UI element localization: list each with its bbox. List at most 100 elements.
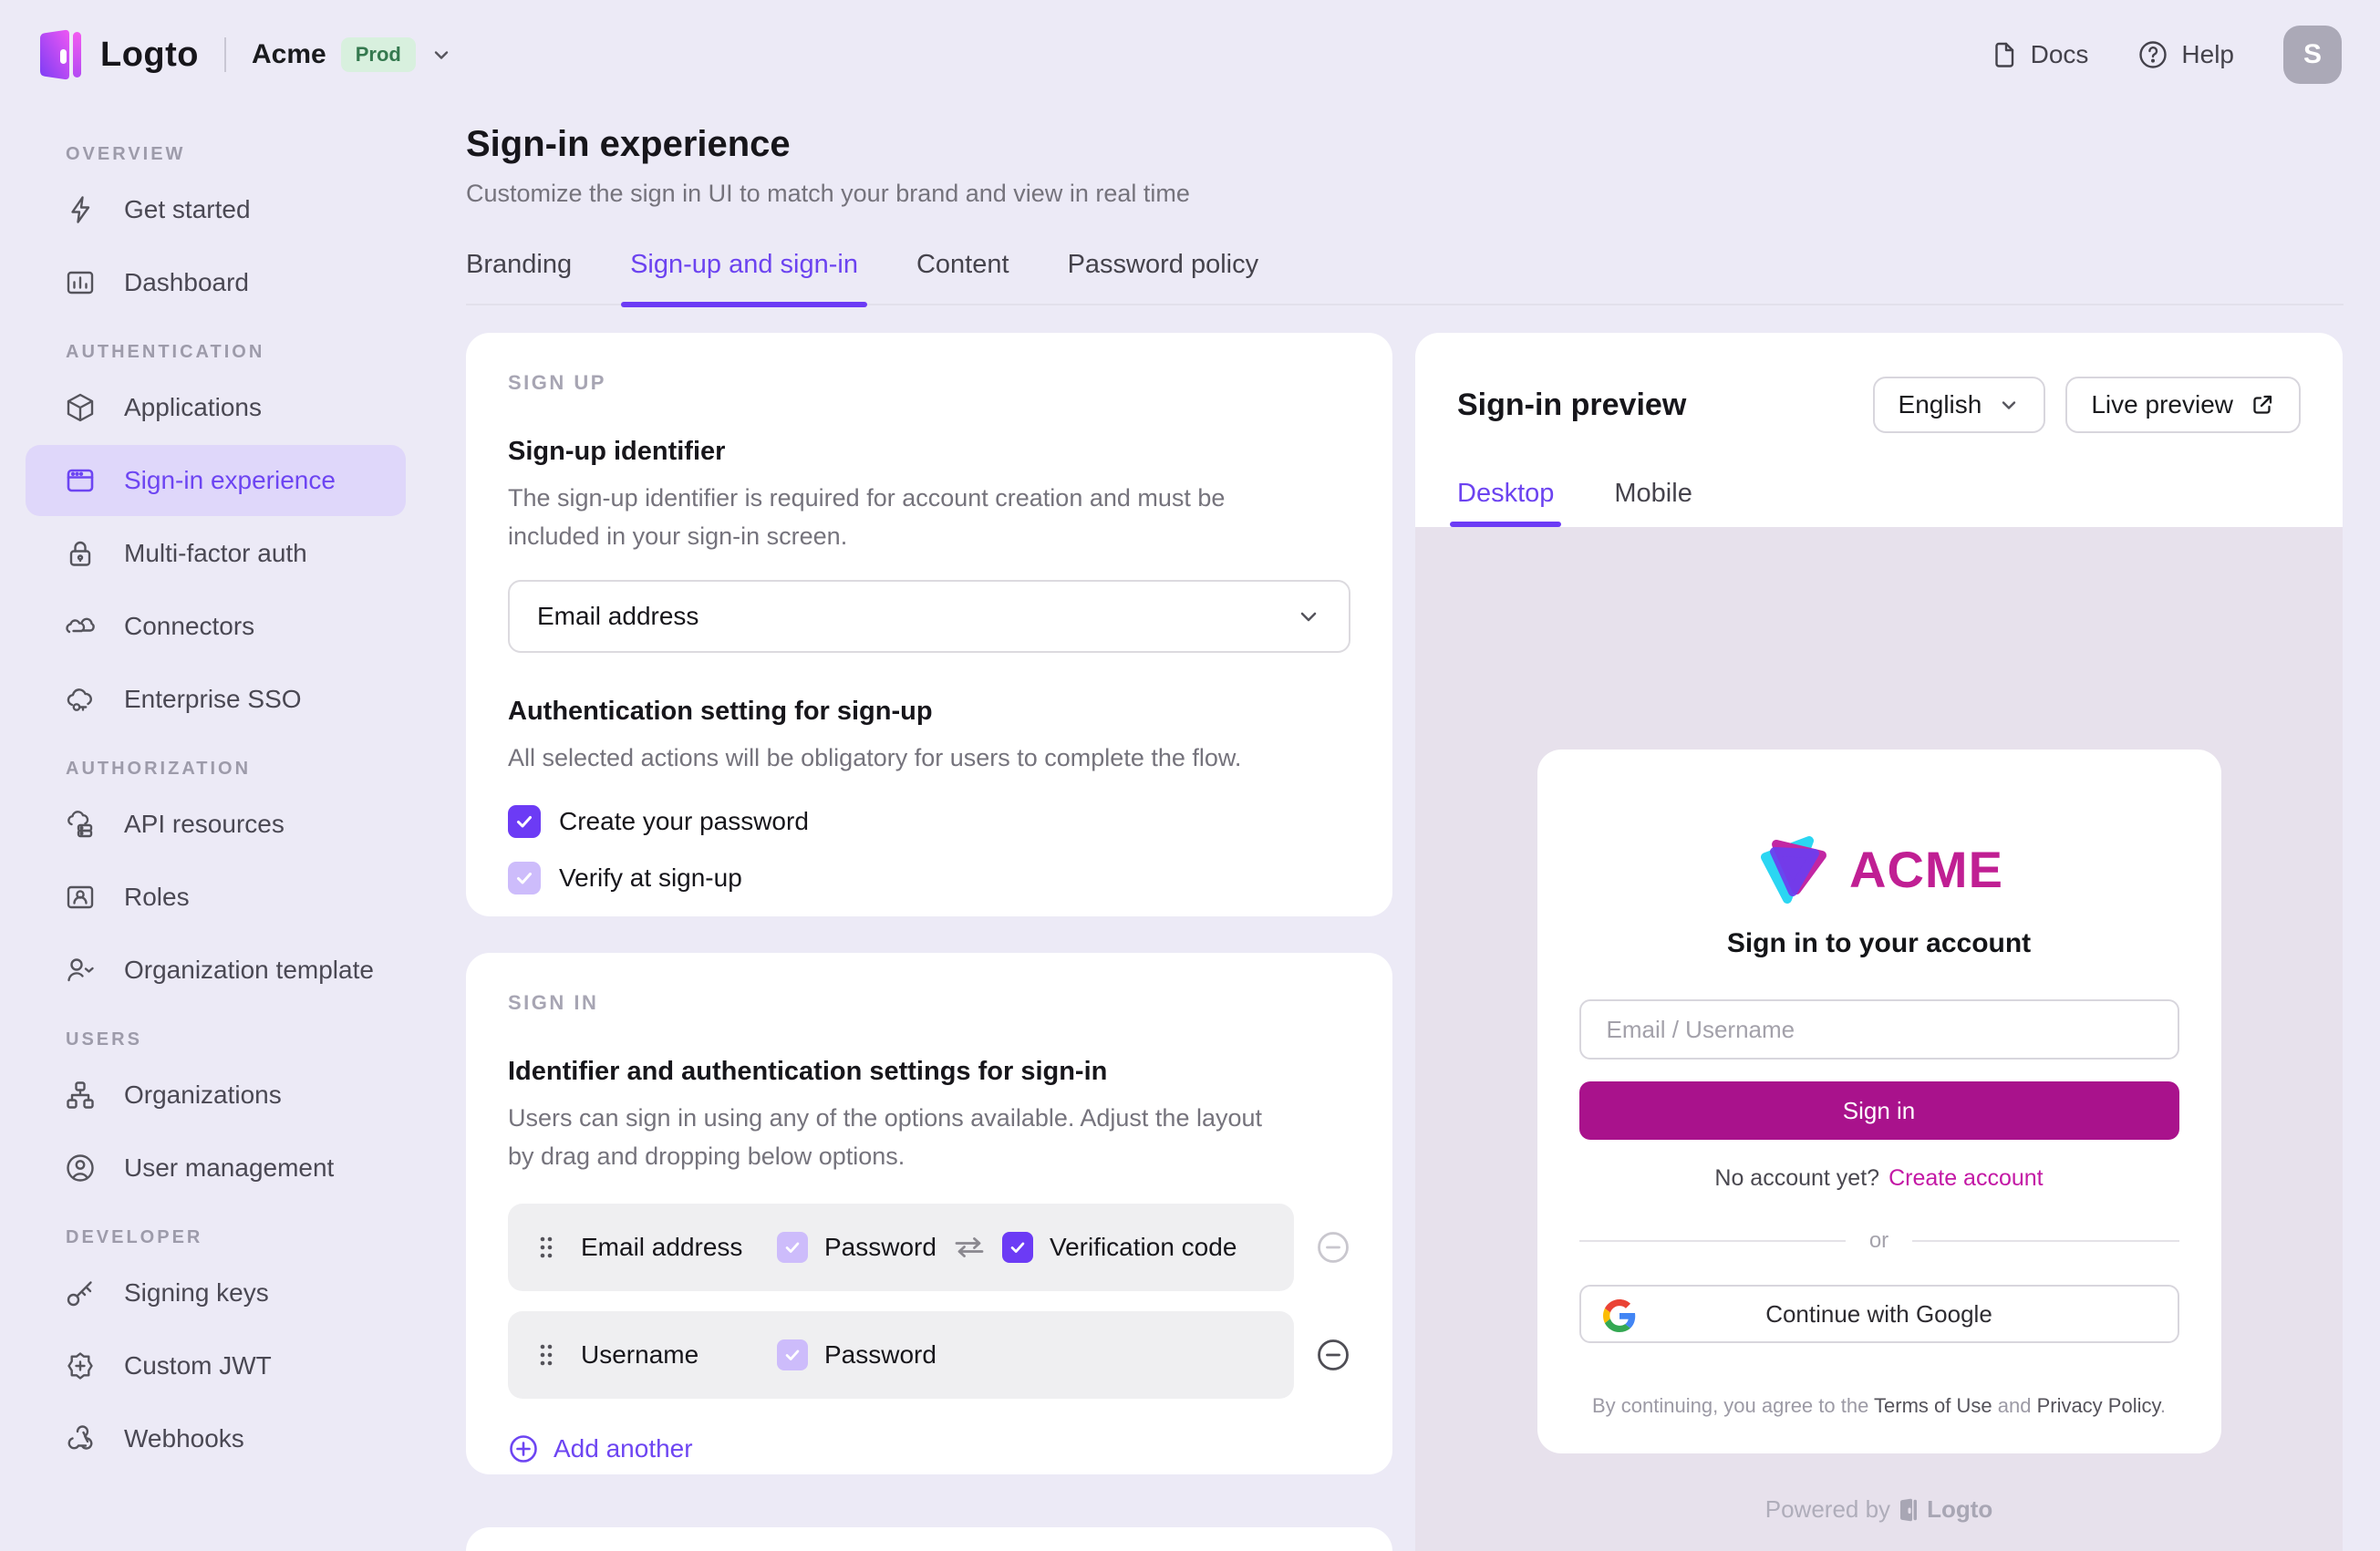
factor-verification-code[interactable]: Verification code: [1001, 1231, 1237, 1263]
continue-with-google-button[interactable]: Continue with Google: [1578, 1285, 2179, 1343]
sidebar-item-connectors[interactable]: Connectors: [26, 591, 406, 662]
sidebar-item-label: Sign-in experience: [124, 466, 336, 494]
sign-in-section-label: SIGN IN: [508, 991, 599, 1014]
sidebar-item-get-started[interactable]: Get started: [26, 174, 406, 245]
identifier-row-username: Username Password: [508, 1310, 1350, 1399]
terms-line: By continuing, you agree to the Terms of…: [1579, 1394, 2179, 1418]
language-select[interactable]: English: [1872, 377, 2046, 433]
sidebar-item-organization-template[interactable]: Organization template: [26, 935, 406, 1006]
page-title: Sign-in experience: [466, 124, 791, 164]
preview-tabs: Desktop Mobile: [1449, 479, 2301, 527]
acme-wordmark: ACME: [1849, 840, 2003, 898]
cloud-key-icon: [64, 683, 97, 716]
token-icon: [64, 1349, 97, 1382]
checkbox-label: Verify at sign-up: [559, 863, 742, 892]
sidebar-item-sign-in-experience[interactable]: Sign-in experience: [26, 445, 406, 516]
sidebar-section-authentication: AUTHENTICATION: [66, 342, 265, 362]
language-value: English: [1898, 390, 1982, 419]
sidebar-item-webhooks[interactable]: Webhooks: [26, 1403, 406, 1474]
page-subtitle: Customize the sign in UI to match your b…: [466, 180, 1190, 207]
sidebar-item-signing-keys[interactable]: Signing keys: [26, 1257, 406, 1329]
docs-button[interactable]: Docs: [1989, 40, 2088, 69]
logto-wordmark: Logto: [100, 35, 200, 74]
factor-password[interactable]: Password: [777, 1231, 936, 1263]
sign-up-section-label: SIGN UP: [508, 371, 606, 394]
checkbox-create-your-password[interactable]: Create your password: [508, 804, 1350, 838]
webhook-icon: [64, 1422, 97, 1455]
user-avatar[interactable]: S: [2283, 26, 2342, 84]
person-check-icon: [64, 954, 97, 987]
id-card-icon: [64, 881, 97, 914]
env-badge: Prod: [340, 37, 416, 72]
user-circle-icon: [64, 1152, 97, 1184]
connectors-icon: [64, 610, 97, 643]
settings-column: SIGN UP Sign-up identifier The sign-up i…: [466, 333, 1392, 1551]
sign-in-desc: Users can sign in using any of the optio…: [508, 1104, 1263, 1170]
tab-branding[interactable]: Branding: [466, 250, 573, 279]
terms-text: By continuing, you agree to the: [1592, 1394, 1875, 1417]
identifier-name: Username: [581, 1339, 699, 1369]
sign-in-heading: Identifier and authentication settings f…: [508, 1057, 1108, 1086]
checkbox-checked-disabled-icon: [777, 1339, 808, 1370]
sidebar-item-label: Dashboard: [124, 268, 249, 296]
remove-row-button[interactable]: [1316, 1338, 1350, 1372]
chevron-down-icon: [430, 44, 452, 66]
sidebar: OVERVIEW Get started Dashboard AUTHENTIC…: [0, 109, 460, 1476]
sidebar-item-dashboard[interactable]: Dashboard: [26, 247, 406, 318]
sidebar-item-label: Custom JWT: [124, 1351, 272, 1380]
tab-content[interactable]: Content: [916, 250, 1009, 279]
sign-up-identifier-select[interactable]: Email address: [508, 579, 1350, 653]
sidebar-item-label: Signing keys: [124, 1278, 269, 1307]
live-preview-label: Live preview: [2091, 390, 2233, 419]
tab-desktop[interactable]: Desktop: [1449, 479, 1562, 527]
live-preview-button[interactable]: Live preview: [2065, 377, 2301, 433]
checkbox-label: Create your password: [559, 806, 809, 835]
no-account-line: No account yet? Create account: [1579, 1165, 2179, 1192]
tab-mobile[interactable]: Mobile: [1614, 479, 1692, 508]
tab-sign-up-and-sign-in[interactable]: Sign-up and sign-in: [621, 250, 867, 307]
sidebar-item-label: Organization template: [124, 956, 374, 984]
drag-handle-icon[interactable]: [539, 1236, 554, 1259]
plus-circle-icon: [508, 1433, 539, 1464]
checkbox-checked-icon: [1001, 1231, 1033, 1263]
login-preview-card: ACME Sign in to your account Sign in No …: [1537, 750, 2221, 1453]
help-button[interactable]: Help: [2137, 39, 2234, 70]
identifier-row[interactable]: Email address Password: [508, 1203, 1294, 1291]
topbar-divider: [224, 37, 227, 72]
sidebar-item-label: API resources: [124, 810, 285, 838]
sign-up-auth-title: Authentication setting for sign-up: [508, 696, 933, 726]
acme-logo: ACME: [1579, 833, 2179, 905]
sidebar-section-overview: OVERVIEW: [66, 144, 186, 164]
remove-row-button[interactable]: [1316, 1230, 1350, 1265]
sidebar-item-custom-jwt[interactable]: Custom JWT: [26, 1330, 406, 1401]
sidebar-item-api-resources[interactable]: API resources: [26, 789, 406, 860]
add-another-button[interactable]: Add another: [508, 1433, 1350, 1464]
key-icon: [64, 1277, 97, 1309]
sidebar-item-organizations[interactable]: Organizations: [26, 1060, 406, 1131]
terms-text: .: [2159, 1394, 2166, 1417]
sidebar-item-label: Applications: [124, 393, 262, 421]
sign-in-button[interactable]: Sign in: [1578, 1081, 2179, 1140]
checkbox-verify-at-sign-up[interactable]: Verify at sign-up: [508, 861, 1350, 894]
drag-handle-icon[interactable]: [539, 1343, 554, 1367]
create-account-link[interactable]: Create account: [1888, 1165, 2044, 1191]
chevron-down-icon: [1296, 604, 1321, 629]
sidebar-item-applications[interactable]: Applications: [26, 372, 406, 443]
email-username-input[interactable]: [1578, 999, 2179, 1060]
terms-of-use-link[interactable]: Terms of Use: [1874, 1394, 1992, 1417]
tenant-selector[interactable]: Acme Prod: [252, 37, 452, 72]
privacy-policy-link[interactable]: Privacy Policy: [2036, 1394, 2160, 1417]
powered-by-text: Powered by: [1764, 1495, 1891, 1523]
sidebar-item-multi-factor-auth[interactable]: Multi-factor auth: [26, 518, 406, 589]
checkbox-checked-disabled-icon: [508, 861, 541, 894]
browser-window-icon: [64, 464, 97, 497]
terms-text: and: [1992, 1394, 2037, 1417]
factor-password[interactable]: Password: [777, 1339, 936, 1370]
identifier-row[interactable]: Username Password: [508, 1310, 1294, 1399]
sidebar-item-user-management[interactable]: User management: [26, 1132, 406, 1204]
swap-icon[interactable]: [951, 1235, 988, 1260]
divider-line: [1578, 1240, 1846, 1242]
sidebar-item-enterprise-sso[interactable]: Enterprise SSO: [26, 664, 406, 735]
tab-password-policy[interactable]: Password policy: [1067, 250, 1259, 279]
sidebar-item-roles[interactable]: Roles: [26, 862, 406, 933]
